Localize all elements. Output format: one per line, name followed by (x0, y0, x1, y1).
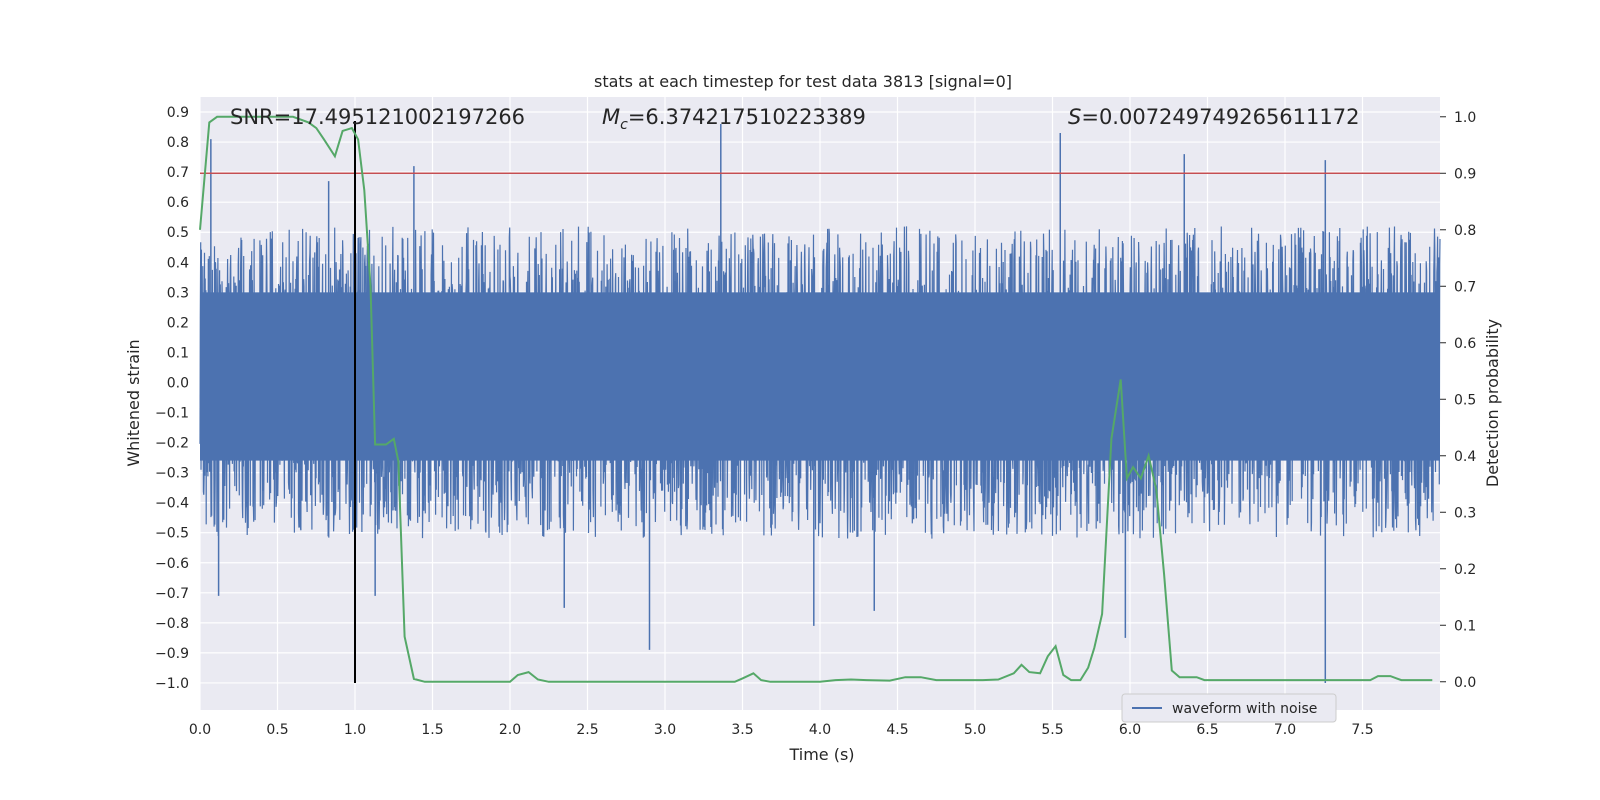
x-tick-label: 6.5 (1196, 722, 1218, 738)
x-tick-label: 2.5 (576, 722, 598, 738)
y-left-tick-label: −0.9 (155, 646, 189, 662)
mc-value: =6.374217510223389 (628, 105, 866, 129)
legend: waveform with noise (1121, 693, 1337, 723)
chart-title: stats at each timestep for test data 381… (594, 72, 1012, 91)
mc-symbol: M (602, 105, 620, 129)
waveform-spikes (200, 124, 1440, 683)
legend-waveform-label: waveform with noise (1172, 701, 1317, 717)
x-tick-label: 5.5 (1041, 722, 1063, 738)
y-right-tick-label: 0.5 (1454, 392, 1476, 408)
y-left-tick-label: −0.3 (155, 466, 189, 482)
y-left-tick-label: 0.0 (167, 375, 189, 391)
mc-subscript: c (620, 117, 628, 133)
y-left-tick-label: 0.3 (167, 285, 189, 301)
y-left-tick-label: −0.7 (155, 586, 189, 602)
waveform-core-band (200, 292, 1440, 461)
x-axis-label: Time (s) (788, 745, 854, 764)
mc-annotation: Mc=6.374217510223389 (602, 105, 866, 133)
y-left-tick-label: −0.1 (155, 406, 189, 422)
y-left-tick-label: 0.2 (167, 315, 189, 331)
y-right-tick-label: 0.0 (1454, 675, 1476, 691)
s-annotation: S=0.007249749265611172 (1068, 105, 1359, 129)
x-tick-label: 0.5 (266, 722, 288, 738)
x-tick-label: 4.0 (809, 722, 831, 738)
y-left-tick-label: 0.6 (167, 195, 189, 211)
y-right-tick-label: 0.9 (1454, 166, 1476, 182)
y-left-tick-label: −0.8 (155, 616, 189, 632)
y-right-tick-label: 1.0 (1454, 110, 1476, 126)
x-tick-label: 1.0 (344, 722, 366, 738)
y-right-tick-label: 0.3 (1454, 505, 1476, 521)
y-right-axis-label: Detection probability (1483, 319, 1502, 487)
s-symbol: S (1068, 105, 1081, 129)
x-tick-label: 6.0 (1119, 722, 1141, 738)
x-tick-label: 1.5 (421, 722, 443, 738)
y-left-tick-label: 0.8 (167, 135, 189, 151)
y-right-tick-label: 0.2 (1454, 562, 1476, 578)
detection-probability-line (199, 115, 1433, 683)
y-left-tick-label: −0.6 (155, 556, 189, 572)
y-right-axis-ticks: 1.0 0.9 0.8 0.7 0.6 0.5 0.4 0.3 0.2 0.1 0.0 (1440, 110, 1476, 691)
y-left-tick-label: 0.4 (167, 255, 189, 271)
x-tick-label: 3.0 (654, 722, 676, 738)
y-left-tick-label: 0.5 (167, 225, 189, 241)
y-left-tick-label: −1.0 (155, 676, 189, 692)
snr-value: =17.495121002197266 (274, 105, 525, 129)
y-right-tick-label: 0.6 (1454, 336, 1476, 352)
y-left-tick-label: 0.9 (167, 105, 189, 121)
y-left-tick-label: 0.7 (167, 165, 189, 181)
x-tick-label: 5.0 (964, 722, 986, 738)
x-tick-label: 0.0 (189, 722, 211, 738)
s-value: =0.007249749265611172 (1081, 105, 1359, 129)
y-right-tick-label: 0.8 (1454, 223, 1476, 239)
x-axis-ticks: 0.0 0.5 1.0 1.5 2.0 2.5 3.0 3.5 4.0 4.5 5.0 5.5 6.0 6… (189, 722, 1374, 738)
y-left-tick-label: −0.5 (155, 526, 189, 542)
x-tick-label: 7.5 (1351, 722, 1373, 738)
y-right-tick-label: 0.1 (1454, 618, 1476, 634)
y-left-tick-label: −0.2 (155, 436, 189, 452)
y-right-tick-label: 0.4 (1454, 449, 1476, 465)
y-left-axis-label: Whitened strain (124, 339, 143, 466)
snr-label: SNR (230, 105, 274, 129)
x-tick-label: 7.0 (1274, 722, 1296, 738)
y-right-tick-label: 0.7 (1454, 279, 1476, 295)
snr-annotation: SNR=17.495121002197266 (230, 105, 525, 129)
y-left-axis-ticks: 0.9 0.8 0.7 0.6 0.5 0.4 0.3 0.2 0.1 0.0 −0.1 −0.2 −0… (155, 105, 189, 692)
legend-box (1121, 693, 1337, 723)
y-left-tick-label: −0.4 (155, 496, 189, 512)
x-tick-label: 4.5 (886, 722, 908, 738)
x-tick-label: 2.0 (499, 722, 521, 738)
y-left-tick-label: 0.1 (167, 345, 189, 361)
x-tick-label: 3.5 (731, 722, 753, 738)
